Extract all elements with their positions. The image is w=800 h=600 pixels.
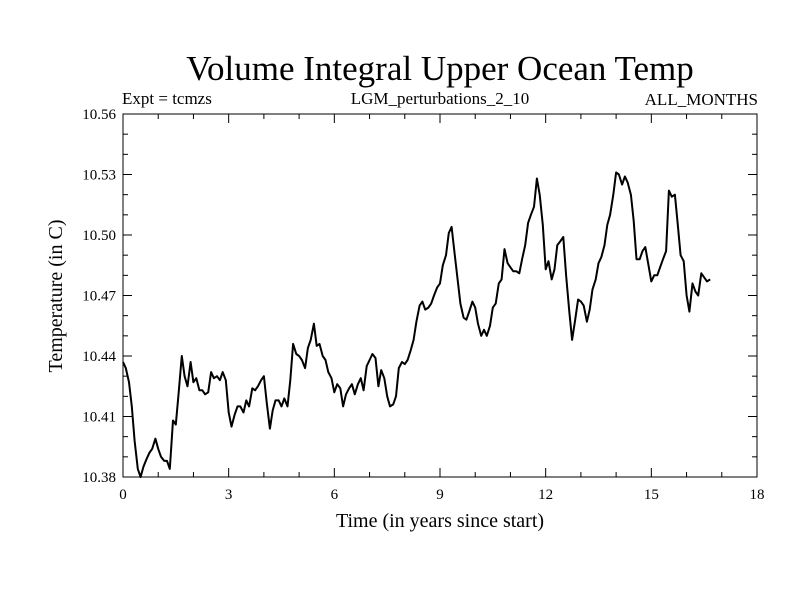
y-tick-label: 10.56 bbox=[82, 107, 116, 123]
x-axis-label: Time (in years since start) bbox=[336, 510, 544, 532]
y-axis-ticks bbox=[123, 113, 757, 478]
y-axis-tick-labels: 10.38 10.41 10.44 10.47 10.50 10.53 10.56 bbox=[82, 107, 116, 486]
y-tick-label: 10.44 bbox=[82, 349, 116, 365]
x-tick-label: 9 bbox=[436, 487, 444, 503]
x-tick-label: 12 bbox=[538, 487, 553, 503]
x-tick-label: 15 bbox=[644, 487, 659, 503]
x-tick-label: 0 bbox=[119, 487, 127, 503]
x-tick-label: 18 bbox=[750, 487, 765, 503]
chart-title: Volume Integral Upper Ocean Temp bbox=[186, 49, 693, 88]
x-tick-label: 3 bbox=[225, 487, 233, 503]
y-tick-label: 10.50 bbox=[82, 228, 116, 244]
plot-frame bbox=[122, 113, 758, 478]
x-axis-ticks bbox=[122, 114, 758, 477]
subtitle-center: LGM_perturbations_2_10 bbox=[351, 89, 529, 108]
subtitle-left: Expt = tcmzs bbox=[122, 89, 212, 108]
y-tick-label: 10.41 bbox=[82, 410, 116, 426]
series-line bbox=[122, 171, 711, 478]
subtitle-right: ALL_MONTHS bbox=[645, 90, 758, 109]
x-tick-label: 6 bbox=[331, 487, 339, 503]
y-tick-label: 10.53 bbox=[82, 168, 116, 184]
y-axis-label: Temperature (in C) bbox=[45, 220, 67, 373]
y-tick-label: 10.38 bbox=[82, 470, 116, 486]
x-axis-tick-labels: 0 3 6 9 12 15 18 bbox=[119, 487, 764, 503]
y-tick-label: 10.47 bbox=[82, 289, 116, 305]
